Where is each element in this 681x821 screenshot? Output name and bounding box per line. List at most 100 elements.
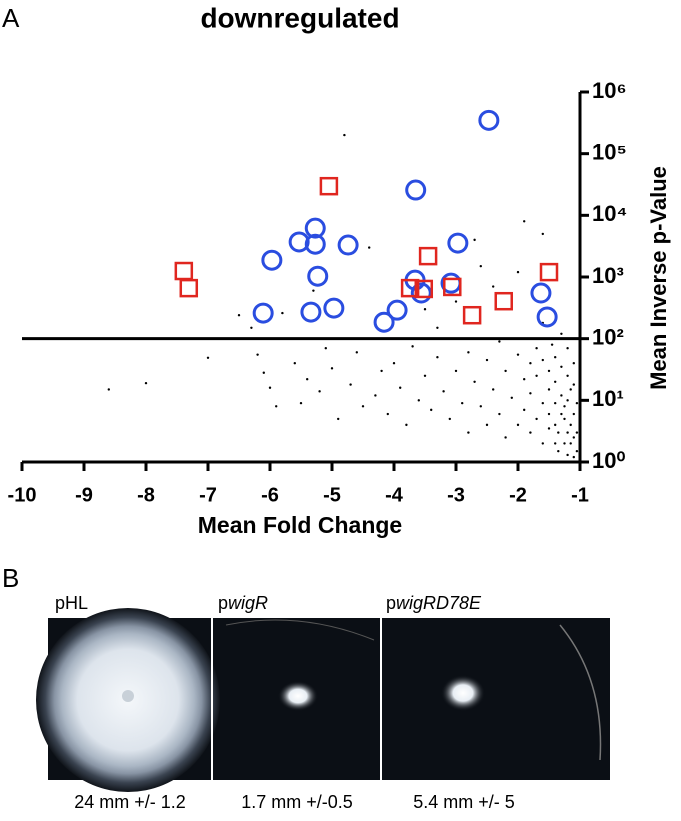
point <box>275 405 278 408</box>
image-label: pwigRD78E <box>386 593 482 613</box>
point <box>430 408 433 412</box>
point <box>498 340 501 343</box>
point <box>237 314 241 317</box>
panel-label: B <box>2 563 19 593</box>
point <box>541 442 544 445</box>
point <box>349 383 352 386</box>
point <box>492 285 495 288</box>
point <box>299 401 303 405</box>
point <box>536 306 558 328</box>
point <box>541 358 544 362</box>
point <box>423 308 427 311</box>
point <box>343 133 346 137</box>
point <box>566 431 569 434</box>
point <box>572 362 575 365</box>
point <box>554 380 557 383</box>
point <box>473 380 476 383</box>
label-part: wigRD78E <box>396 593 482 613</box>
colony <box>278 681 318 711</box>
point <box>473 238 476 242</box>
point <box>492 388 495 391</box>
chart-title: downregulated <box>200 2 399 33</box>
x-tick-label: -8 <box>137 484 155 506</box>
point <box>547 412 551 416</box>
point <box>557 431 560 434</box>
point <box>569 442 572 445</box>
point <box>443 277 462 297</box>
point <box>380 369 383 373</box>
x-tick-label: -5 <box>323 484 341 506</box>
point <box>306 378 309 381</box>
y-tick-label: 10⁵ <box>592 139 627 164</box>
point <box>550 343 554 346</box>
y-tick-label: 10³ <box>592 263 624 288</box>
x-tick-label: -2 <box>509 484 527 506</box>
caption: 24 mm +/- 1.2 <box>74 792 186 812</box>
caption: 5.4 mm +/- 5 <box>413 792 515 812</box>
point <box>373 311 395 333</box>
point <box>535 374 538 377</box>
point <box>563 405 566 408</box>
point <box>554 442 557 445</box>
y-tick-label: 10⁶ <box>592 78 627 103</box>
point <box>256 353 259 356</box>
point <box>547 427 551 430</box>
point <box>399 386 402 389</box>
point <box>554 356 557 359</box>
point <box>560 394 563 397</box>
point <box>337 417 340 421</box>
point <box>572 436 575 439</box>
point <box>414 279 434 299</box>
photo-strip <box>36 608 610 792</box>
image-label: pHL <box>55 593 88 613</box>
point <box>107 388 111 391</box>
point <box>575 431 579 434</box>
point <box>410 282 432 304</box>
point <box>479 405 482 408</box>
x-tick-label: -7 <box>199 484 217 506</box>
point <box>281 311 284 315</box>
point <box>535 347 538 350</box>
x-tick-label: -3 <box>447 484 465 506</box>
label-part: p <box>218 593 228 613</box>
point <box>436 356 439 359</box>
point <box>250 326 253 330</box>
point <box>485 423 489 427</box>
point <box>569 423 572 427</box>
point <box>523 378 526 381</box>
point <box>418 246 438 266</box>
point <box>523 220 526 223</box>
x-tick-label: -1 <box>571 484 589 506</box>
point <box>361 405 365 408</box>
point <box>368 246 371 249</box>
point <box>337 234 359 256</box>
point <box>560 332 563 335</box>
panel-label: A <box>2 3 20 33</box>
point <box>494 291 513 311</box>
point <box>547 388 551 391</box>
point <box>557 449 560 453</box>
point <box>374 394 377 397</box>
point <box>566 347 569 350</box>
point <box>252 302 274 324</box>
point <box>467 431 470 434</box>
label-part: p <box>386 593 396 613</box>
x-tick-label: -9 <box>75 484 93 506</box>
point <box>539 262 559 282</box>
point <box>563 417 566 421</box>
point <box>355 351 358 354</box>
y-tick-label: 10⁴ <box>592 201 627 226</box>
point <box>516 270 520 274</box>
image-label: pwigR <box>218 593 268 613</box>
x-tick-label: -6 <box>261 484 279 506</box>
point <box>523 408 526 412</box>
point <box>529 431 532 434</box>
point <box>462 305 482 325</box>
point <box>572 412 575 416</box>
point <box>461 401 464 405</box>
point <box>566 374 569 377</box>
point <box>575 449 579 453</box>
point <box>560 412 563 416</box>
